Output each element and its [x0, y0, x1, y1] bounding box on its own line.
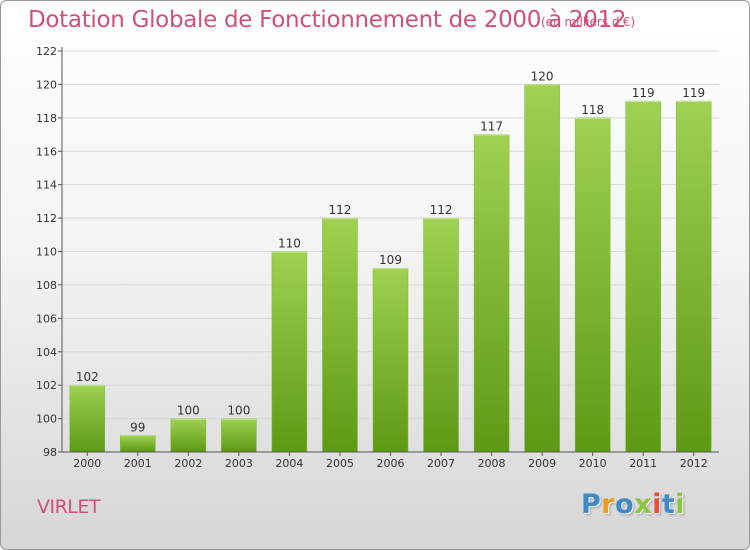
y-tick-label: 102	[36, 379, 57, 392]
bar-2009	[524, 84, 560, 453]
x-tick-label: 2004	[275, 457, 303, 470]
x-tick-label: 2002	[174, 457, 202, 470]
y-tick-label: 122	[36, 45, 57, 58]
data-label: 117	[480, 120, 503, 134]
bar-2005	[322, 217, 358, 453]
bar-2002	[170, 418, 207, 453]
data-label: 100	[177, 404, 200, 418]
y-tick-label: 116	[36, 145, 57, 158]
bar-2004	[271, 251, 308, 453]
y-tick-label: 106	[36, 312, 57, 325]
y-tick-label: 114	[36, 179, 57, 192]
x-tick-label: 2008	[478, 457, 506, 470]
commune-name: VIRLET	[37, 496, 101, 518]
x-tick-label: 2005	[326, 457, 354, 470]
x-tick-label: 2001	[124, 457, 152, 470]
y-tick-label: 118	[36, 112, 57, 125]
y-tick-label: 120	[36, 78, 57, 91]
y-tick-label: 100	[36, 413, 57, 426]
chart-title: Dotation Globale de Fonctionnement de 20…	[28, 7, 627, 33]
y-tick-label: 108	[36, 279, 57, 292]
x-tick-label: 2003	[225, 457, 253, 470]
data-label: 118	[581, 103, 604, 117]
data-label: 100	[227, 404, 250, 418]
bar-2001	[120, 435, 156, 453]
bar-2011	[625, 100, 661, 453]
y-tick-label: 104	[36, 346, 57, 359]
data-label: 119	[632, 86, 655, 100]
x-tick-label: 2012	[680, 457, 708, 470]
data-label: 119	[682, 86, 705, 100]
x-tick-label: 2007	[427, 457, 455, 470]
x-tick-label: 2000	[73, 457, 101, 470]
x-tick-label: 2006	[377, 457, 405, 470]
bars: 102 99 100 100 110 112 109 112 117 120 118 119 119	[69, 69, 712, 453]
data-label: 109	[379, 253, 402, 267]
bar-2008	[473, 134, 510, 453]
data-label: 120	[531, 69, 554, 83]
x-tick-label: 2009	[528, 457, 556, 470]
data-label: 112	[430, 203, 453, 217]
bar-2010	[574, 117, 611, 453]
bar-2000	[69, 384, 106, 453]
data-label: 110	[278, 237, 301, 251]
data-label: 99	[130, 420, 145, 434]
y-tick-label: 112	[36, 212, 57, 225]
data-label: 112	[329, 203, 352, 217]
x-tick-label: 2010	[579, 457, 607, 470]
bar-2012	[675, 100, 712, 453]
x-tick-label: 2011	[629, 457, 657, 470]
bar-2006	[372, 267, 409, 453]
y-tick-label: 110	[36, 246, 57, 259]
data-label: 102	[76, 370, 99, 384]
bar-2007	[423, 217, 459, 453]
proxiti-logo: Proxiti	[581, 489, 686, 520]
bar-2003	[221, 418, 257, 453]
axes: 98 100 102 104 106 108 110 112 114 116 118 120 122 20…	[36, 45, 719, 470]
chart-unit-label: (en milliers d'€)	[541, 15, 636, 29]
y-tick-label: 98	[43, 446, 57, 459]
